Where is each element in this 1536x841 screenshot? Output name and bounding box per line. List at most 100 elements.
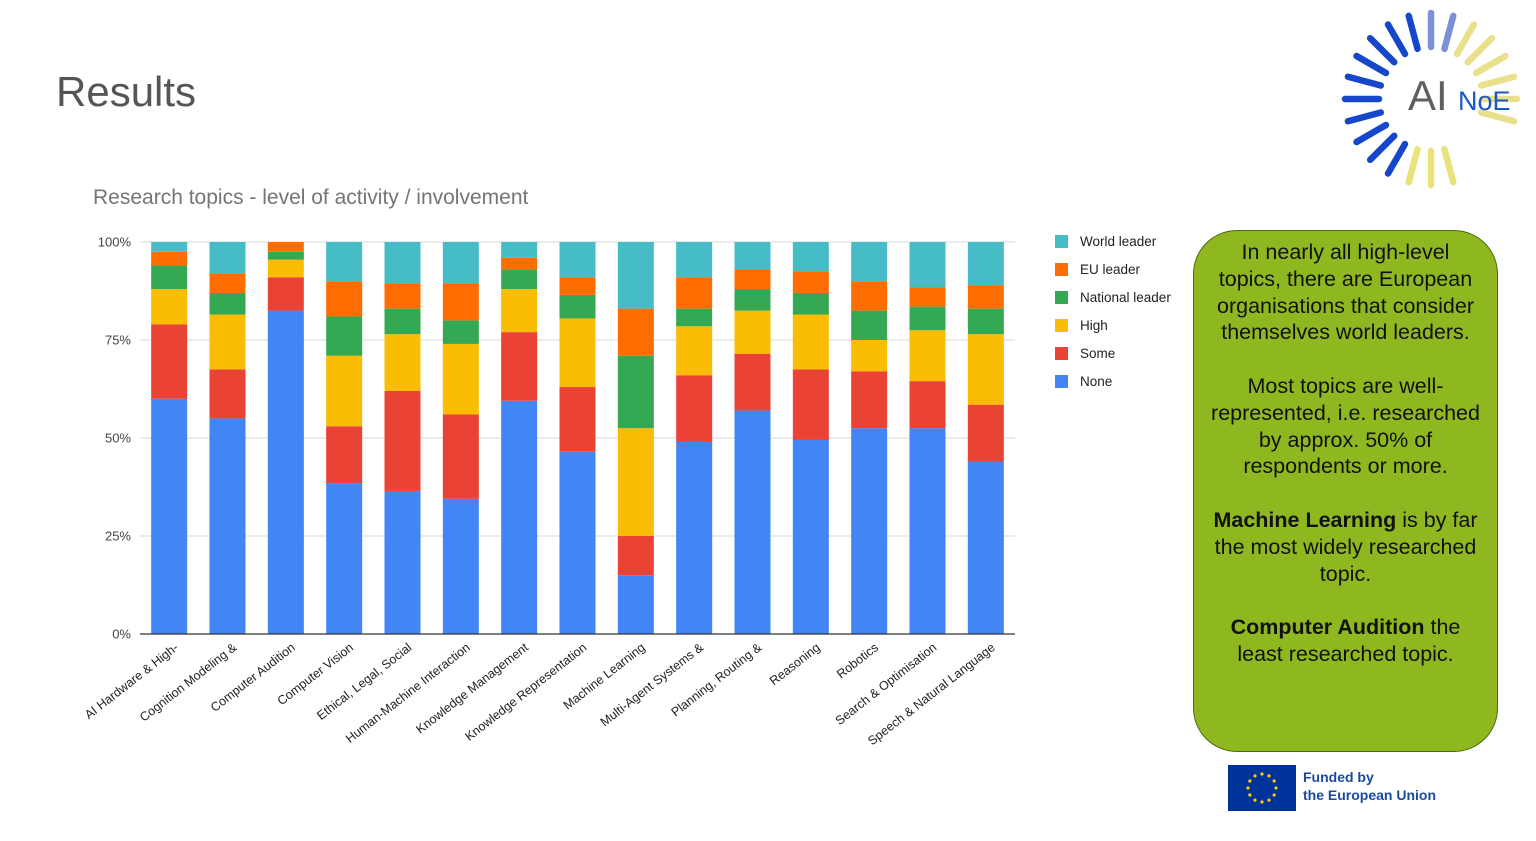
bar-segment-national-leader-search-optimisation — [909, 306, 946, 331]
bar-segment-high-multi-agent-systems — [676, 326, 713, 376]
bar-segment-some-machine-learning — [617, 536, 654, 576]
bar-segment-world-leader-ethical-legal-social — [384, 242, 421, 284]
bar-segment-eu-leader-knowledge-representation — [559, 277, 596, 295]
bar-segment-none-multi-agent-systems — [676, 441, 713, 634]
bar-segment-some-computer-vision — [326, 426, 363, 484]
bar-segment-none-robotics — [851, 428, 888, 634]
bar-segment-none-ethical-legal-social — [384, 490, 421, 634]
y-tick-label: 75% — [105, 333, 131, 348]
bar-segment-world-leader-knowledge-representation — [559, 242, 596, 278]
bar-segment-national-leader-ethical-legal-social — [384, 308, 421, 335]
bar-segment-high-reasoning — [792, 314, 829, 370]
eu-star — [1267, 774, 1271, 778]
bar-segment-some-search-optimisation — [909, 381, 946, 429]
logo-ray — [1366, 34, 1398, 66]
y-tick-label: 100% — [98, 235, 132, 250]
legend-label-national-leader: National leader — [1080, 290, 1171, 305]
bar-segment-none-planning-routing — [734, 410, 771, 634]
bar-segment-national-leader-knowledge-management — [501, 269, 538, 290]
bar-segment-eu-leader-planning-routing — [734, 269, 771, 290]
logo-ray — [1477, 109, 1518, 125]
bar-segment-eu-leader-ai-hardware-high — [151, 251, 188, 266]
eu-star — [1274, 786, 1278, 790]
x-tick-label: Knowledge Representation — [462, 640, 589, 743]
bar-segment-eu-leader-search-optimisation — [909, 287, 946, 307]
eu-star — [1253, 774, 1257, 778]
bar-segment-national-leader-computer-audition — [267, 251, 304, 260]
bar-segment-eu-leader-computer-vision — [326, 281, 363, 317]
legend-label-high: High — [1080, 318, 1108, 333]
bar-segment-world-leader-ai-hardware-high — [151, 242, 188, 252]
legend-swatch-some — [1055, 347, 1068, 360]
logo-ray — [1441, 12, 1457, 53]
bar-segment-world-leader-planning-routing — [734, 242, 771, 270]
x-tick-label: Search & Optimisation — [833, 640, 940, 728]
bar-segment-high-planning-routing — [734, 310, 771, 354]
bar-segment-some-knowledge-management — [501, 332, 538, 401]
bar-segment-some-ai-hardware-high — [151, 324, 188, 399]
bar-segment-none-reasoning — [792, 439, 829, 634]
logo-ray — [1472, 52, 1509, 77]
bar-segment-eu-leader-computer-audition — [267, 242, 304, 252]
eu-star — [1246, 786, 1250, 790]
bar-segment-some-ethical-legal-social — [384, 390, 421, 491]
logo-ray — [1384, 21, 1409, 58]
note-paragraph-1: In nearly all high-level topics, there a… — [1217, 240, 1474, 345]
bar-segment-national-leader-speech-natural-language — [967, 308, 1004, 335]
bar-segment-none-speech-natural-language — [967, 461, 1004, 634]
bar-segment-some-reasoning — [792, 369, 829, 440]
logo-ray — [1384, 140, 1409, 177]
x-tick-label: Ethical, Legal, Social — [314, 640, 414, 722]
bar-segment-national-leader-human-machine-interaction — [442, 320, 479, 344]
note-paragraph-4: Computer Audition the least researched t… — [1208, 614, 1483, 668]
eu-star — [1260, 772, 1264, 776]
slide-title: Results — [56, 68, 197, 115]
logo-text-ai: AI — [1408, 72, 1448, 119]
bar-segment-world-leader-machine-learning — [617, 242, 654, 309]
legend-label-eu-leader: EU leader — [1080, 262, 1141, 277]
bar-segment-high-computer-vision — [326, 355, 363, 427]
legend-swatch-world-leader — [1055, 235, 1068, 248]
bar-segment-eu-leader-reasoning — [792, 271, 829, 293]
bar-segment-high-ai-hardware-high — [151, 289, 188, 325]
bar-segment-high-machine-learning — [617, 428, 654, 536]
bar-segment-some-cognition-modeling — [209, 369, 246, 419]
eu-star — [1267, 798, 1271, 802]
legend-label-world-leader: World leader — [1080, 234, 1157, 249]
bar-segment-world-leader-computer-vision — [326, 242, 363, 282]
note-paragraph-2: Most topics are well-represented, i.e. r… — [1211, 373, 1480, 479]
legend-swatch-national-leader — [1055, 291, 1068, 304]
funding-line-1: Funded by — [1303, 769, 1374, 785]
bar-segment-high-ethical-legal-social — [384, 334, 421, 391]
logo-ray — [1405, 12, 1421, 53]
bar-segment-national-leader-reasoning — [792, 292, 829, 315]
legend-swatch-none — [1055, 375, 1068, 388]
logo-ray — [1344, 73, 1385, 89]
bar-segment-none-knowledge-representation — [559, 451, 596, 634]
bar-segment-high-speech-natural-language — [967, 334, 1004, 405]
x-tick-label: Multi-Agent Systems & — [598, 640, 707, 729]
logo-ray — [1441, 145, 1457, 186]
bar-segment-world-leader-knowledge-management — [501, 242, 538, 258]
bar-segment-high-knowledge-management — [501, 289, 538, 333]
logo-ray — [1366, 132, 1398, 164]
logo-ray — [1353, 121, 1390, 146]
bar-segment-some-human-machine-interaction — [442, 414, 479, 499]
bar-segment-world-leader-multi-agent-systems — [676, 242, 713, 278]
bar-segment-eu-leader-multi-agent-systems — [676, 277, 713, 309]
stacked-bar-chart: Research topics - level of activity / in… — [82, 186, 1171, 748]
summary-note: In nearly all high-level topics, there a… — [1193, 230, 1498, 752]
legend-swatch-eu-leader — [1055, 263, 1068, 276]
bar-segment-none-ai-hardware-high — [151, 398, 188, 634]
legend-label-some: Some — [1080, 346, 1115, 361]
bar-segment-high-robotics — [851, 340, 888, 372]
y-tick-label: 50% — [105, 431, 131, 446]
bar-segment-some-planning-routing — [734, 353, 771, 411]
bar-segment-none-computer-vision — [326, 483, 363, 634]
bar-segment-eu-leader-human-machine-interaction — [442, 283, 479, 321]
eu-flag-icon — [1228, 765, 1296, 811]
bar-segment-world-leader-reasoning — [792, 242, 829, 272]
bar-segment-high-human-machine-interaction — [442, 343, 479, 415]
bar-segment-high-computer-audition — [267, 259, 304, 278]
eu-star — [1248, 793, 1252, 797]
